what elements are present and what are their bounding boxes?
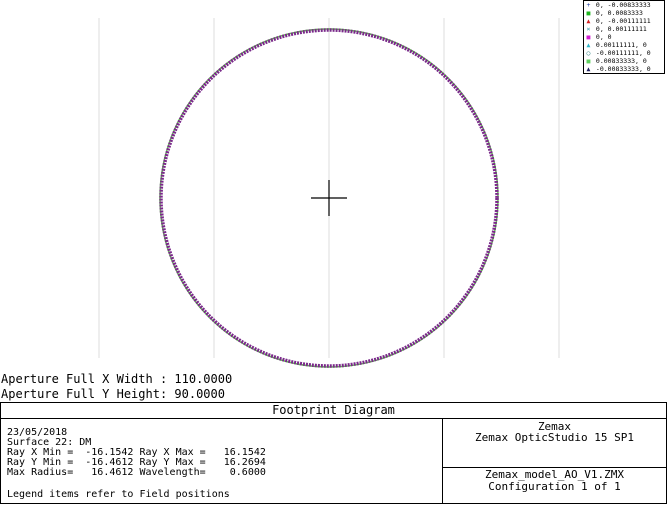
legend-label: -0.00833333, 0 <box>592 65 651 73</box>
legend-marker-icon: ■ <box>586 57 591 65</box>
legend-marker-icon: × <box>586 25 591 33</box>
file-info: Zemax_model_AO_V1.ZMX Configuration 1 of… <box>443 469 666 501</box>
legend-marker-icon: ▲ <box>586 17 591 25</box>
legend-label: 0.00833333, 0 <box>592 57 647 65</box>
legend-marker-icon: ■ <box>586 33 591 41</box>
legend-item: ○ -0.00111111, 0 <box>585 50 664 57</box>
legend-note: Legend items refer to Field positions <box>7 489 230 500</box>
legend-marker-icon: ▲ <box>586 41 591 49</box>
legend-label: 0, 0.00111111 <box>592 25 647 33</box>
ray-y-text: Ray Y Min = -16.4612 Ray Y Max = 16.2694 <box>7 457 266 468</box>
legend-label: -0.00111111, 0 <box>592 49 651 57</box>
legend-marker-icon: + <box>586 1 591 9</box>
aperture-x-width: Aperture Full X Width : 110.0000 <box>1 372 233 386</box>
diagram-title: Footprint Diagram <box>1 403 666 419</box>
crosshair <box>311 180 347 216</box>
ray-x-text: Ray X Min = -16.1542 Ray X Max = 16.1542 <box>7 447 266 458</box>
ray-info: 23/05/2018 Surface 22: DM Ray X Min = -1… <box>7 428 266 478</box>
software-info: Zemax Zemax OpticStudio 15 SP1 <box>443 419 666 467</box>
legend-item: ■ 0, 0 <box>585 34 664 41</box>
footprint-ring <box>159 28 499 368</box>
configuration-text: Configuration 1 of 1 <box>488 480 621 493</box>
legend-item: ▲ 0.00111111, 0 <box>585 42 664 49</box>
info-panel: Footprint Diagram 23/05/2018 Surface 22:… <box>0 402 667 504</box>
field-legend: + 0, -0.00833333 ■ 0, 0.0083333 ▲ 0, -0.00… <box>583 0 665 74</box>
legend-item: ■ 0.00833333, 0 <box>585 58 664 65</box>
product-name: Zemax OpticStudio 15 SP1 <box>475 431 634 444</box>
aperture-y-height: Aperture Full Y Height: 90.0000 <box>1 387 225 401</box>
legend-marker-icon: ○ <box>586 49 591 57</box>
legend-label: 0, -0.00111111 <box>592 17 651 25</box>
legend-marker-icon: ▲ <box>586 65 591 73</box>
legend-item: ▲ 0, -0.00111111 <box>585 18 664 25</box>
legend-label: 0, -0.00833333 <box>592 1 651 9</box>
date-text: 23/05/2018 <box>7 427 68 438</box>
file-name: Zemax_model_AO_V1.ZMX <box>484 468 625 481</box>
footprint-plot <box>98 18 560 368</box>
company-name: Zemax <box>537 420 572 433</box>
legend-label: 0, 0 <box>592 33 612 41</box>
legend-item: ▲ -0.00833333, 0 <box>585 66 664 73</box>
legend-label: 0, 0.0083333 <box>592 9 643 17</box>
surface-text: Surface 22: DM <box>7 437 92 448</box>
divider <box>443 467 666 468</box>
legend-item: + 0, -0.00833333 <box>585 2 664 9</box>
legend-item: ■ 0, 0.0083333 <box>585 10 664 17</box>
legend-marker-icon: ■ <box>586 9 591 17</box>
max-radius-text: Max Radius= 16.4612 Wavelength= 0.6000 <box>7 467 266 478</box>
legend-label: 0.00111111, 0 <box>592 41 647 49</box>
divider <box>442 418 443 503</box>
legend-item: × 0, 0.00111111 <box>585 26 664 33</box>
